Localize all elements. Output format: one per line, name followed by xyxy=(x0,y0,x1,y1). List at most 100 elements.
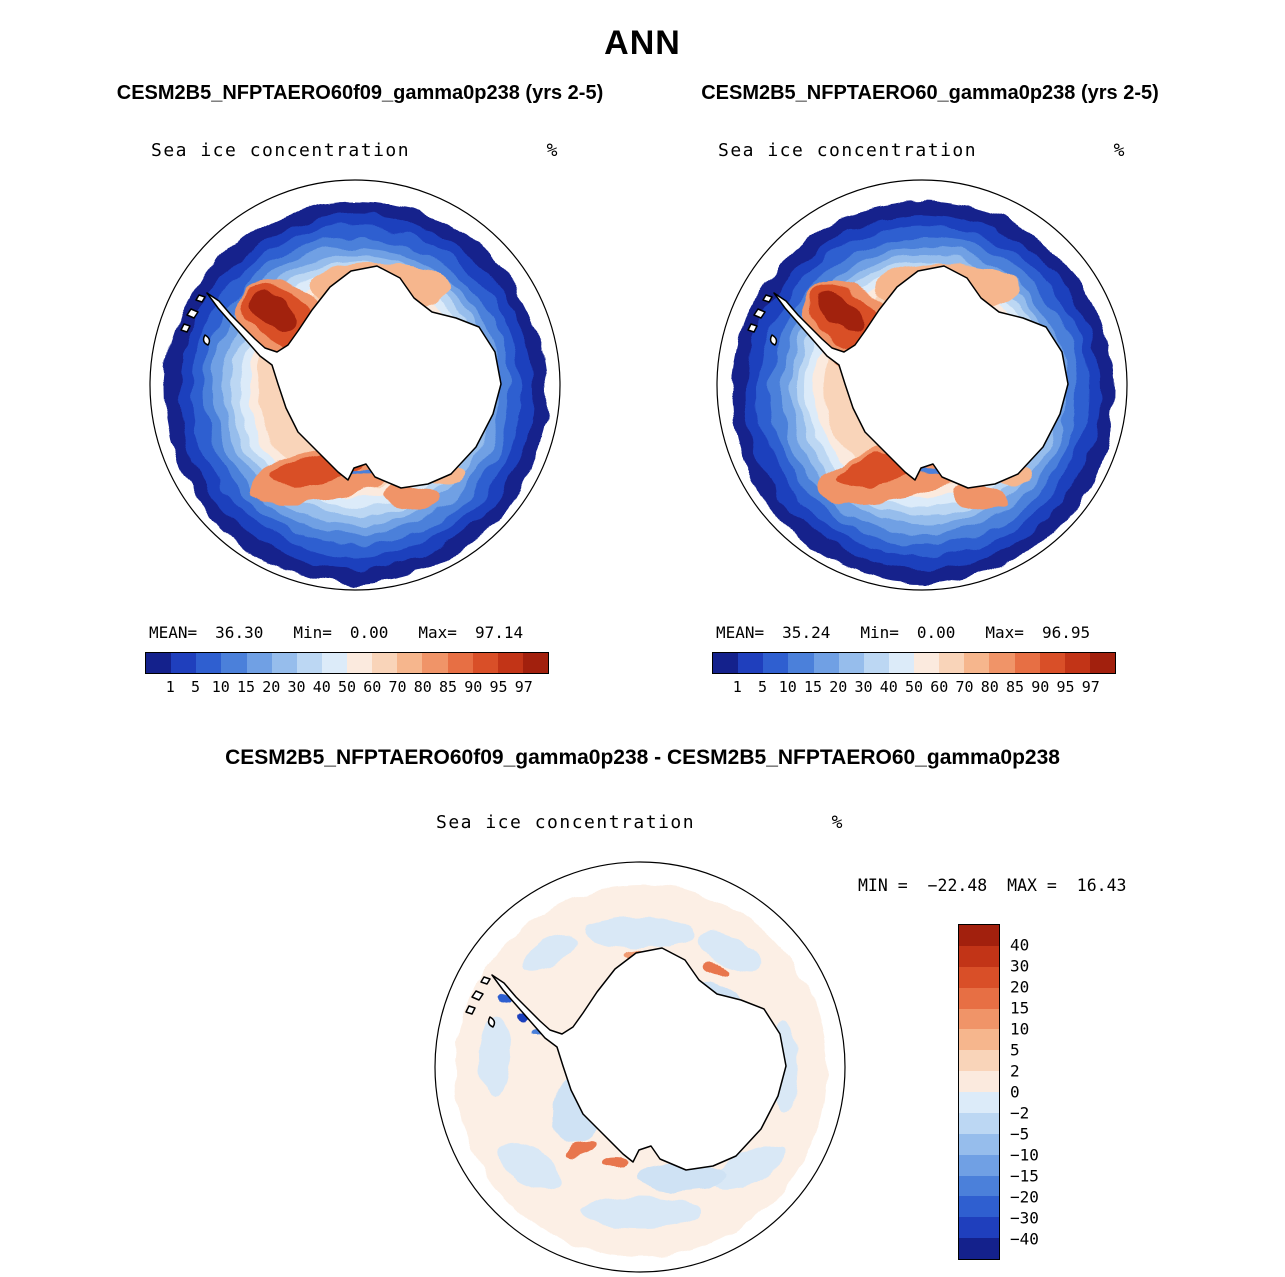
colorbar-segment xyxy=(372,653,398,673)
colorbar-tick-label: 0 xyxy=(1010,1082,1020,1102)
colorbar-tick-label: −15 xyxy=(1010,1166,1039,1186)
colorbar-tick-label: 30 xyxy=(287,678,306,696)
colorbar-segment xyxy=(964,653,990,673)
colorbar-tick-label: 20 xyxy=(829,678,848,696)
colorbar-tick-label: 50 xyxy=(337,678,357,696)
mean-value: 35.24 xyxy=(782,623,831,642)
colorbar-tick-label: 70 xyxy=(955,678,974,696)
colorbar-segment xyxy=(863,653,889,673)
left-panel: Sea ice concentration % MEAN= 36.30 Min=… xyxy=(145,140,565,696)
colorbar-tick-labels: 1 5 10 15 20 30 40 50 60 70 80 85 90 95 97 xyxy=(145,678,549,696)
colorbar-segment xyxy=(397,653,423,673)
min-value: 0.00 xyxy=(916,623,956,642)
colorbar-tick-label: −20 xyxy=(1010,1187,1039,1207)
colorbar-tick-label: 70 xyxy=(388,678,407,696)
colorbar-tick-label: 30 xyxy=(854,678,873,696)
colorbar-segment xyxy=(959,987,999,1009)
colorbar-segment xyxy=(246,653,272,673)
colorbar-tick-label: 40 xyxy=(312,678,331,696)
colorbar-tick-label: 15 xyxy=(803,678,823,696)
diff-colorbar: 40 30 20 15 10 5 2 0 −2 −5 −10 −15 −20 −30 −40 xyxy=(958,924,1039,1260)
colorbar-segment xyxy=(989,653,1015,673)
colorbar-tick-label: 1 xyxy=(165,678,175,696)
colorbar-segment xyxy=(959,966,999,988)
colorbar-segment xyxy=(221,653,247,673)
min-label: Min= xyxy=(860,623,899,642)
colorbar-segment xyxy=(171,653,197,673)
diff-max-label: MAX = xyxy=(1007,876,1057,895)
colorbar-tick-label: 5 xyxy=(1010,1040,1020,1060)
right-map-unit: % xyxy=(1113,140,1126,161)
colorbar-segment xyxy=(939,653,965,673)
colorbar-segment xyxy=(959,1175,999,1197)
colorbar-segments xyxy=(712,652,1116,674)
colorbar-tick-label: 97 xyxy=(514,678,533,696)
diff-min-value: −22.48 xyxy=(927,876,988,895)
colorbar-segment xyxy=(146,653,172,673)
colorbar-tick-label: 80 xyxy=(980,678,999,696)
colorbar-tick-label: 10 xyxy=(1010,1019,1030,1039)
left-map xyxy=(149,179,561,591)
colorbar-tick-label: 2 xyxy=(1010,1061,1020,1081)
max-label: Max= xyxy=(985,623,1024,642)
diff-max-value: 16.43 xyxy=(1076,876,1127,895)
colorbar-tick-label: 60 xyxy=(930,678,949,696)
colorbar-segment xyxy=(1089,653,1115,673)
colorbar-tick-label: 20 xyxy=(1010,977,1030,997)
colorbar-tick-labels: 1 5 10 15 20 30 40 50 60 70 80 85 90 95 97 xyxy=(712,678,1116,696)
colorbar-tick-label: 90 xyxy=(464,678,483,696)
colorbar-tick-label: −2 xyxy=(1010,1103,1030,1123)
colorbar-segment xyxy=(959,1133,999,1155)
right-stats-row: MEAN= 35.24 Min= 0.00 Max= 96.95 xyxy=(712,623,1132,642)
colorbar-tick-label: 5 xyxy=(190,678,201,696)
colorbar-segment xyxy=(347,653,373,673)
colorbar-tick-label: −10 xyxy=(1010,1145,1039,1165)
colorbar-segment xyxy=(1014,653,1040,673)
colorbar-tick-labels: 40 30 20 15 10 5 2 0 −2 −5 −10 −15 −20 −30 −40 xyxy=(1010,924,1070,1260)
colorbar-tick-label: 97 xyxy=(1081,678,1100,696)
colorbar-tick-label: −30 xyxy=(1010,1208,1039,1228)
colorbar-tick-label: −40 xyxy=(1010,1229,1039,1249)
colorbar-tick-label: 10 xyxy=(211,678,230,696)
left-map-unit: % xyxy=(546,140,559,161)
colorbar-segment xyxy=(959,1071,999,1092)
page-title: ANN xyxy=(604,24,681,62)
right-map xyxy=(716,179,1128,591)
colorbar-segment xyxy=(522,653,548,673)
colorbar-segment xyxy=(271,653,297,673)
colorbar-segment xyxy=(959,1029,999,1051)
mean-label: MEAN= xyxy=(716,623,765,642)
colorbar-segment xyxy=(959,1008,999,1030)
min-label: Min= xyxy=(293,623,332,642)
colorbar-segments xyxy=(145,652,549,674)
colorbar-tick-label: 10 xyxy=(778,678,797,696)
colorbar-tick-label: 50 xyxy=(904,678,924,696)
left-map-title: Sea ice concentration xyxy=(151,140,411,161)
colorbar-tick-label: 80 xyxy=(413,678,432,696)
colorbar-segment xyxy=(959,1196,999,1218)
colorbar-tick-label: −5 xyxy=(1010,1124,1030,1144)
colorbar-tick-label: 15 xyxy=(1010,998,1030,1018)
colorbar-segment xyxy=(888,653,914,673)
colorbar-segment xyxy=(959,1112,999,1134)
diff-panel: Sea ice concentration % xyxy=(430,812,850,1277)
colorbar-segment xyxy=(959,1217,999,1239)
right-panel-subtitle: CESM2B5_NFPTAERO60_gamma0p238 (yrs 2-5) xyxy=(701,82,1159,104)
right-map-title: Sea ice concentration xyxy=(718,140,978,161)
right-map-title-row: Sea ice concentration % xyxy=(712,140,1132,161)
mean-value: 36.30 xyxy=(215,623,264,642)
colorbar-segment xyxy=(959,1092,999,1113)
colorbar-segment xyxy=(959,1238,999,1259)
colorbar-segment xyxy=(763,653,789,673)
max-value: 96.95 xyxy=(1041,623,1091,642)
colorbar-segment xyxy=(196,653,222,673)
colorbar-tick-label: 95 xyxy=(489,678,508,696)
left-map-title-row: Sea ice concentration % xyxy=(145,140,565,161)
colorbar-segments xyxy=(958,924,1000,1260)
colorbar-segment xyxy=(321,653,347,673)
colorbar-segment xyxy=(813,653,839,673)
min-value: 0.00 xyxy=(349,623,389,642)
colorbar-tick-label: 95 xyxy=(1056,678,1075,696)
left-colorbar: 1 5 10 15 20 30 40 50 60 70 80 85 90 95 97 xyxy=(145,652,549,696)
colorbar-segment xyxy=(447,653,473,673)
